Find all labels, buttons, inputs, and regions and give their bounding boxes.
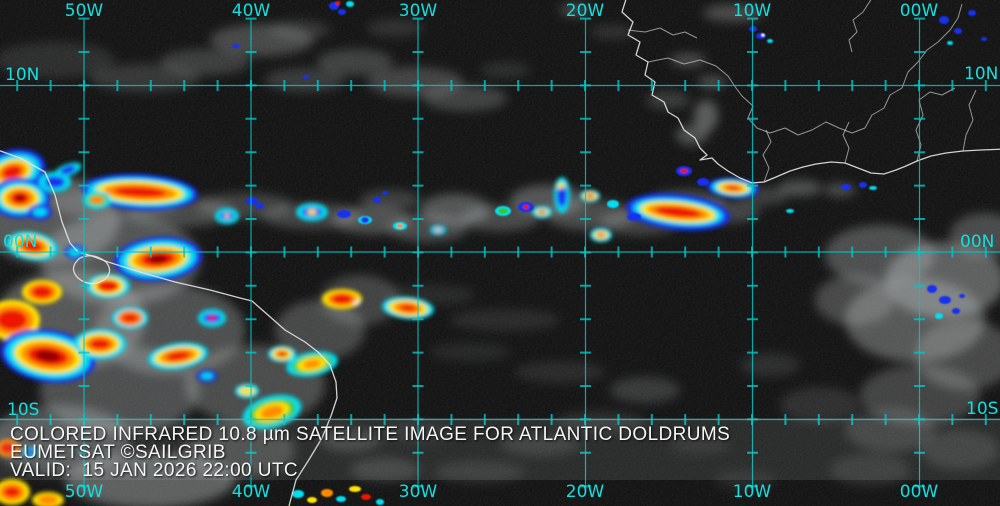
lon-label-top-10w: 10W [732, 1, 772, 21]
lat-label-left-00n: 00N [3, 232, 38, 252]
caption-title: COLORED INFRARED 10.8 µm SATELLITE IMAGE… [10, 424, 731, 445]
lon-label-top-30w: 30W [398, 1, 438, 21]
lon-label-top-00w: 00W [899, 1, 939, 21]
lon-label-bottom-00w: 00W [899, 482, 939, 502]
lon-label-top-40w: 40W [231, 1, 271, 21]
lon-label-bottom-30w: 30W [398, 482, 438, 502]
lon-label-top-20w: 20W [565, 1, 605, 21]
lat-label-right-00n: 00N [960, 232, 995, 252]
coastline-west-africa [621, 0, 1000, 184]
convection-cores [0, 148, 759, 506]
caption-band [0, 418, 1000, 480]
cold-cloud-speckles [232, 1, 987, 505]
coastline-marajo-island [72, 255, 111, 285]
lon-label-bottom-50w: 50W [64, 482, 104, 502]
lon-label-top-50w: 50W [64, 1, 104, 21]
caption-credit: EUMETSAT ©SAILGRIB [10, 442, 226, 463]
lat-label-left-10n: 10N [5, 65, 40, 85]
caption-valid-time: VALID: 15 JAN 2026 22:00 UTC [10, 460, 298, 481]
lat-label-left-10s: 10S [7, 400, 40, 420]
lat-label-right-10s: 10S [966, 399, 999, 419]
lon-label-bottom-40w: 40W [231, 482, 271, 502]
lat-label-right-10n: 10N [964, 64, 999, 84]
lon-label-bottom-20w: 20W [565, 482, 605, 502]
country-borders [627, 0, 977, 183]
coastline-south-america [0, 150, 338, 506]
lon-label-bottom-10w: 10W [732, 482, 772, 502]
